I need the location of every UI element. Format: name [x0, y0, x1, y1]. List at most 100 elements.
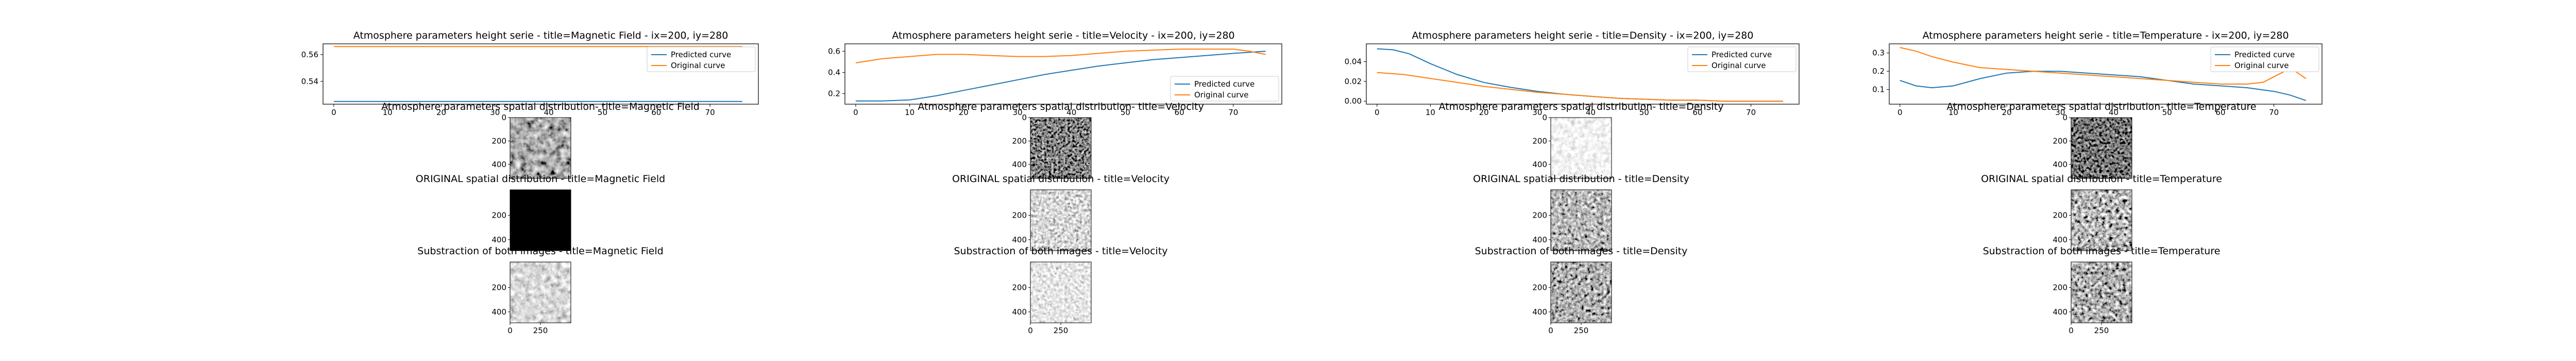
x-tick-label: 40 — [2109, 108, 2119, 117]
chart-title: Atmosphere parameters height serie - tit… — [1412, 30, 1754, 41]
spatial-image — [1551, 190, 1612, 251]
y-tick-label: 400 — [1012, 235, 1027, 244]
y-tick-label: 200 — [492, 136, 506, 145]
y-tick-label: 400 — [492, 235, 506, 244]
image-column-3: Atmosphere parameters spatial distributi… — [1438, 101, 1723, 335]
legend-predicted-label: Predicted curve — [1194, 79, 1255, 89]
x-tick-label: 0 — [853, 108, 858, 117]
plot-frame — [1889, 43, 2323, 105]
y-tick-label: 200 — [1532, 211, 1547, 220]
x-tick-label: 40 — [1586, 108, 1596, 117]
image-frame — [510, 189, 571, 251]
x-tick-label: 250 — [1054, 326, 1069, 335]
spatial-image — [510, 190, 571, 251]
image-column-2: Atmosphere parameters spatial distributi… — [918, 101, 1204, 335]
y-tick-label: 0.02 — [1345, 77, 1362, 86]
x-tick-label: 70 — [2269, 108, 2279, 117]
image-panel: Atmosphere parameters spatial distributi… — [1438, 101, 1724, 179]
x-tick-label: 30 — [1012, 108, 1022, 117]
image-panels: Atmosphere parameters spatial distributi… — [381, 101, 2256, 335]
line-chart-1: Atmosphere parameters height serie - tit… — [301, 30, 759, 117]
y-tick-label: 200 — [2053, 211, 2067, 220]
y-tick-label: 200 — [1012, 136, 1027, 145]
image-panel: ORIGINAL spatial distribution - title=Ve… — [952, 173, 1170, 251]
image-title: Substraction of both images - title=Temp… — [1983, 245, 2221, 257]
x-tick-label: 20 — [2002, 108, 2012, 117]
y-tick-label: 0.54 — [301, 77, 318, 86]
x-tick-label: 50 — [1639, 108, 1649, 117]
x-tick-label: 70 — [1228, 108, 1238, 117]
image-frame — [1550, 189, 1612, 251]
y-tick-label: 400 — [1532, 235, 1547, 244]
x-tick-label: 30 — [2055, 108, 2065, 117]
legend-frame — [1170, 76, 1279, 102]
image-panel: ORIGINAL spatial distribution - title=Ma… — [416, 173, 665, 251]
y-tick-label: 0 — [1542, 113, 1547, 122]
legend-frame — [647, 46, 756, 72]
plot-frame — [844, 43, 1282, 105]
spatial-image — [2071, 190, 2132, 251]
x-tick-label: 10 — [905, 108, 914, 117]
x-tick-label: 10 — [1948, 108, 1958, 117]
y-tick-label: 400 — [2053, 307, 2067, 317]
spatial-image — [1030, 262, 1091, 323]
y-tick-label: 400 — [1012, 307, 1027, 317]
image-title: ORIGINAL spatial distribution - title=Ma… — [416, 173, 665, 185]
x-tick-label: 0 — [331, 108, 336, 117]
original-curve — [855, 48, 1266, 63]
image-title: Atmosphere parameters spatial distributi… — [381, 101, 700, 112]
y-tick-label: 0.2 — [1872, 67, 1885, 76]
y-tick-label: 0.2 — [828, 89, 840, 98]
spatial-image — [1030, 190, 1091, 251]
legend-frame — [2210, 46, 2319, 72]
legend-predicted-label: Predicted curve — [2234, 50, 2295, 59]
line-charts: Atmosphere parameters height serie - tit… — [301, 30, 2323, 117]
image-title: Atmosphere parameters spatial distributi… — [1946, 101, 2256, 112]
x-tick-label: 50 — [1121, 108, 1130, 117]
y-tick-label: 200 — [492, 283, 506, 292]
y-tick-label: 0.4 — [828, 68, 840, 77]
spatial-image — [2071, 118, 2132, 178]
legend: Predicted curve Original curve — [2210, 46, 2319, 72]
y-tick-label: 0.56 — [301, 50, 318, 59]
y-tick-label: 200 — [2053, 283, 2067, 292]
x-tick-label: 60 — [1692, 108, 1702, 117]
image-panel: Atmosphere parameters spatial distributi… — [381, 101, 700, 179]
x-tick-label: 60 — [651, 108, 661, 117]
x-tick-label: 10 — [383, 108, 393, 117]
image-title: Substraction of both images - title=Dens… — [1475, 245, 1688, 257]
image-panel: Atmosphere parameters spatial distributi… — [918, 101, 1204, 179]
y-tick-label: 0.1 — [1872, 85, 1885, 94]
x-tick-label: 20 — [1479, 108, 1489, 117]
image-panel: Substraction of both images - title=Magn… — [417, 245, 663, 335]
predicted-curve — [855, 51, 1266, 102]
y-tick-label: 0.00 — [1345, 96, 1362, 106]
x-tick-label: 0 — [1028, 326, 1033, 335]
chart-title: Atmosphere parameters height serie - tit… — [353, 30, 728, 41]
legend-original-label: Original curve — [1711, 61, 1766, 70]
chart-title: Atmosphere parameters height serie - tit… — [1922, 30, 2289, 41]
x-tick-label: 250 — [533, 326, 548, 335]
y-tick-label: 0.3 — [1872, 48, 1885, 58]
line-chart-3: Atmosphere parameters height serie - tit… — [1345, 30, 1800, 117]
image-column-1: Atmosphere parameters spatial distributi… — [381, 101, 700, 335]
x-tick-label: 250 — [1574, 326, 1589, 335]
image-panel: Substraction of both images - title=Velo… — [954, 245, 1167, 335]
y-tick-label: 200 — [1532, 136, 1547, 145]
image-frame — [2071, 117, 2132, 179]
legend-frame — [1687, 46, 1797, 72]
image-title: Atmosphere parameters spatial distributi… — [918, 101, 1204, 112]
spatial-image — [1551, 262, 1612, 323]
x-tick-label: 20 — [436, 108, 446, 117]
original-curve — [1377, 72, 1783, 102]
image-frame — [1550, 117, 1612, 179]
original-curve — [1900, 47, 2307, 85]
y-tick-label: 0.04 — [1345, 57, 1362, 67]
line-chart-4: Atmosphere parameters height serie - tit… — [1872, 30, 2323, 117]
predicted-curve — [1900, 71, 2307, 101]
image-panel: ORIGINAL spatial distribution - title=De… — [1473, 173, 1689, 251]
plot-frame — [1366, 43, 1800, 105]
chart-title: Atmosphere parameters height serie - tit… — [892, 30, 1234, 41]
image-frame — [1030, 117, 1092, 179]
y-tick-label: 0 — [1022, 113, 1027, 122]
